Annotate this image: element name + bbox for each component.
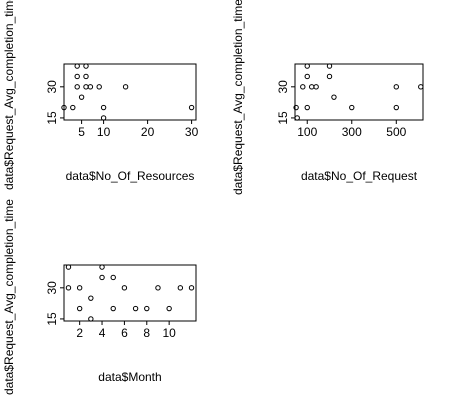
data-point <box>293 104 299 111</box>
data-point <box>83 84 89 90</box>
data-point <box>100 104 107 111</box>
y-tick-label: 30 <box>45 80 59 94</box>
data-point <box>65 285 72 291</box>
x-tick-label: 100 <box>297 125 317 139</box>
data-point <box>74 63 80 69</box>
y-tick-label: 15 <box>276 111 290 125</box>
data-point <box>88 316 94 322</box>
x-tick-label: 2 <box>76 326 83 340</box>
data-point <box>188 104 195 111</box>
x-tick-label: 5 <box>78 125 85 139</box>
data-point <box>308 84 315 90</box>
x-axis-label: data$Month <box>98 370 161 384</box>
data-point <box>110 305 116 312</box>
data-point <box>166 305 172 312</box>
scatter-panel-2: 100 300 500 15 30 data$No_Of_Request data$Requ… <box>231 0 424 195</box>
data-point <box>76 305 83 312</box>
data-point <box>393 104 399 111</box>
data-point <box>331 94 337 100</box>
x-tick-label: 8 <box>143 326 150 340</box>
x-tick-label: 4 <box>99 326 106 340</box>
data-point <box>393 84 399 90</box>
data-point <box>65 264 72 270</box>
x-tick-label: 500 <box>386 125 406 139</box>
data-point <box>74 84 80 90</box>
data-point <box>87 84 94 90</box>
x-axis-label: data$No_Of_Request <box>301 169 418 183</box>
data-point <box>122 84 129 90</box>
data-point <box>96 84 102 90</box>
data-point <box>304 104 310 111</box>
x-axis-label: data$No_Of_Resources <box>66 169 195 183</box>
data-point <box>83 63 89 69</box>
scatter-panel-3: 2 4 6 8 10 15 30 data$Month data$Request_Avg_com… <box>2 199 197 395</box>
data-point <box>121 285 128 291</box>
data-point <box>188 285 195 291</box>
data-point <box>110 274 116 281</box>
x-tick-label: 30 <box>185 125 199 139</box>
plot-frame <box>294 63 424 121</box>
data-point <box>132 305 139 312</box>
data-point <box>99 264 105 270</box>
data-point <box>155 285 161 291</box>
plot-frame <box>63 264 197 322</box>
data-point <box>61 104 67 111</box>
data-point <box>326 73 333 80</box>
data-point <box>349 104 355 111</box>
data-point <box>83 73 89 80</box>
data-point <box>76 285 83 291</box>
y-axis-label: data$Request_Avg_completion_time <box>231 0 245 195</box>
data-point <box>144 305 150 312</box>
data-point <box>326 63 333 69</box>
y-tick-label: 30 <box>45 281 59 295</box>
data-point <box>100 115 107 121</box>
x-tick-label: 20 <box>141 125 155 139</box>
y-tick-label: 15 <box>45 111 59 125</box>
y-axis-label: data$Request_Avg_completion_time <box>2 0 16 190</box>
x-tick-label: 10 <box>162 326 176 340</box>
plot-frame <box>63 63 197 121</box>
data-point <box>177 285 184 291</box>
data-point <box>300 84 306 90</box>
data-point <box>88 295 94 301</box>
data-point <box>70 104 76 111</box>
data-point <box>304 73 310 80</box>
y-tick-label: 30 <box>276 80 290 94</box>
y-axis-label: data$Request_Avg_completion_time <box>2 199 16 395</box>
data-point <box>78 94 85 100</box>
x-tick-label: 6 <box>121 326 128 340</box>
x-tick-label: 10 <box>97 125 111 139</box>
data-point <box>74 73 80 80</box>
data-point <box>313 84 319 90</box>
data-point <box>294 115 300 121</box>
y-tick-label: 15 <box>45 312 59 326</box>
x-tick-label: 300 <box>342 125 362 139</box>
scatter-panel-1: 5 10 20 30 15 30 data$No_Of_Resources data$Requ… <box>2 0 199 190</box>
data-point <box>304 63 310 69</box>
data-point <box>418 84 424 90</box>
data-point <box>99 274 105 281</box>
